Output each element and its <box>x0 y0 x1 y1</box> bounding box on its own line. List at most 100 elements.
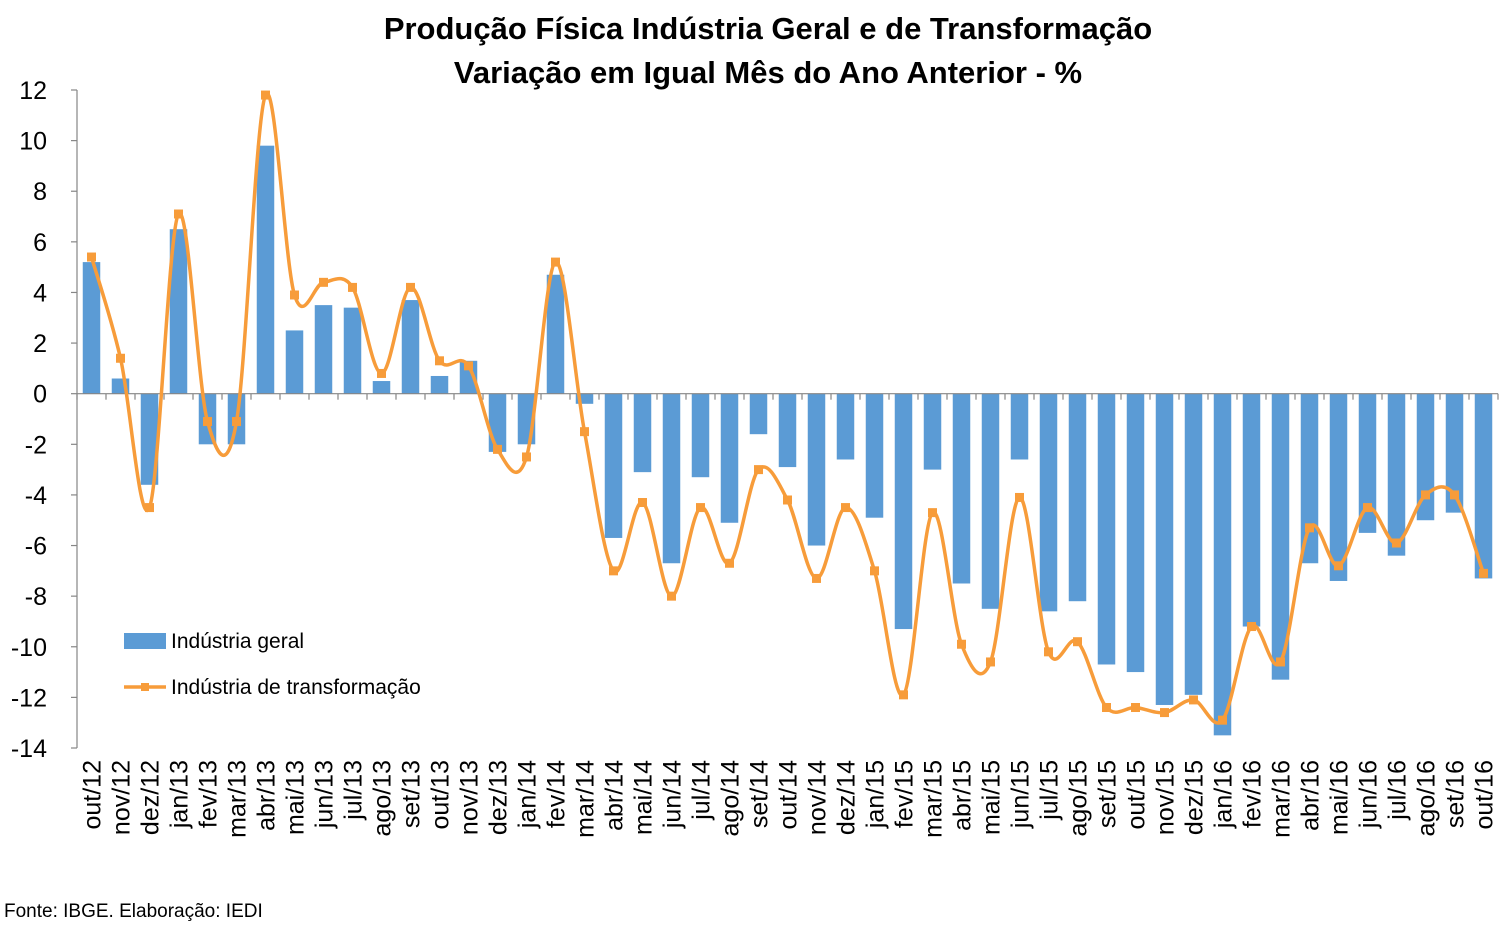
bar-ago-15 <box>1068 393 1087 602</box>
line-marker-ago-16 <box>1421 490 1430 500</box>
line-marker-out-15 <box>1131 703 1140 713</box>
line-marker-out-12 <box>87 252 96 262</box>
line-marker-mai-13 <box>290 290 299 300</box>
x-tick-label: mar/15 <box>920 760 948 838</box>
x-tick-label: dez/15 <box>1181 760 1209 835</box>
bar-abr-14 <box>604 393 623 538</box>
bar-out-13 <box>430 375 449 394</box>
x-tick-label: nov/14 <box>804 760 832 835</box>
x-tick-label: jul/14 <box>688 760 716 821</box>
x-tick-label: ago/14 <box>717 760 745 837</box>
bar-nov-14 <box>807 393 826 546</box>
y-tick-label: 2 <box>33 330 47 358</box>
line-marker-out-14 <box>783 495 792 505</box>
bar-mai-15 <box>981 393 1000 609</box>
bar-abr-13 <box>256 145 275 394</box>
bar-nov-15 <box>1155 393 1174 705</box>
line-marker-mar-13 <box>232 417 241 427</box>
line-marker-fev-15 <box>899 690 908 700</box>
x-tick-label: mar/13 <box>224 760 252 838</box>
x-tick-label: out/15 <box>1123 760 1151 830</box>
x-tick-label: abr/13 <box>253 760 281 831</box>
legend-swatch-industria-geral <box>124 633 166 649</box>
x-tick-label: jun/15 <box>1007 760 1035 829</box>
x-tick-label: fev/13 <box>195 760 223 828</box>
line-series-industria-transformacao <box>87 90 1488 725</box>
line-marker-ago-13 <box>377 368 386 378</box>
y-tick-label: 8 <box>33 178 47 206</box>
bar-mai-16 <box>1329 393 1348 581</box>
source-note: Fonte: IBGE. Elaboração: IEDI <box>4 901 263 922</box>
x-tick-label: jul/15 <box>1036 760 1064 821</box>
x-tick-label: out/14 <box>775 760 803 830</box>
x-tick-label: abr/15 <box>949 760 977 831</box>
bar-dez-13 <box>488 393 507 452</box>
x-tick-label: out/13 <box>427 760 455 830</box>
bar-abr-15 <box>952 393 971 584</box>
x-tick-label: jun/14 <box>659 760 687 829</box>
bar-dez-14 <box>836 393 855 460</box>
x-tick-label: ago/13 <box>369 760 397 836</box>
bar-mar-16 <box>1271 393 1290 680</box>
line-marker-nov-14 <box>812 573 821 583</box>
line-marker-mai-16 <box>1334 561 1343 571</box>
line-marker-jan-14 <box>522 452 531 462</box>
x-tick-label: jun/16 <box>1355 760 1383 829</box>
bar-jan-15 <box>865 393 884 518</box>
legend-label-industria-geral: Indústria geral <box>171 630 304 653</box>
bar-out-15 <box>1126 393 1145 673</box>
x-tick-label: jan/16 <box>1210 760 1238 829</box>
line-marker-set-14 <box>754 465 763 475</box>
bar-set-15 <box>1097 393 1116 665</box>
line-marker-mai-15 <box>986 657 995 667</box>
bar-jul-14 <box>691 393 710 478</box>
x-tick-label: nov/12 <box>108 760 136 835</box>
x-tick-label: abr/16 <box>1297 760 1325 831</box>
line-marker-jul-14 <box>696 503 705 513</box>
x-axis-tick-labels: out/12 nov/12 dez/12 jan/13 fev/13 mar/13 abr/… <box>79 760 1499 838</box>
bar-out-12 <box>82 262 101 394</box>
x-tick-label: mar/14 <box>572 760 600 838</box>
bar-dez-15 <box>1184 393 1203 695</box>
y-axis: 12 10 8 6 4 2 0 -2 -4 -6 -8 -10 -12 -14 <box>11 77 78 763</box>
bar-fev-14 <box>546 274 565 394</box>
bar-jul-13 <box>343 307 362 394</box>
bar-fev-15 <box>894 393 913 630</box>
x-tick-label: jul/16 <box>1384 760 1412 821</box>
x-tick-label: mar/16 <box>1268 760 1296 838</box>
x-tick-label: ago/16 <box>1413 760 1441 836</box>
y-tick-label: -10 <box>11 634 47 662</box>
x-tick-label: nov/13 <box>456 760 484 835</box>
x-tick-label: dez/13 <box>485 760 513 835</box>
line-marker-jan-16 <box>1218 715 1227 725</box>
line-marker-abr-15 <box>957 639 966 649</box>
y-tick-label: -14 <box>11 735 47 763</box>
x-tick-label: mai/13 <box>282 760 310 835</box>
line-marker-mar-16 <box>1276 657 1285 667</box>
line-marker-jul-16 <box>1392 538 1401 548</box>
bar-fev-16 <box>1242 393 1261 627</box>
x-tick-label: jan/15 <box>862 760 890 829</box>
line-marker-ago-15 <box>1073 637 1082 647</box>
chart-title: Produção Física Indústria Geral e de Tra… <box>384 11 1152 46</box>
y-tick-label: 10 <box>19 128 47 156</box>
line-marker-out-13 <box>435 356 444 366</box>
x-tick-label: set/15 <box>1094 760 1122 828</box>
y-tick-label: -12 <box>11 684 47 712</box>
line-marker-abr-16 <box>1305 523 1314 533</box>
x-tick-label: jun/13 <box>311 760 339 829</box>
y-tick-label: 12 <box>19 77 47 105</box>
bar-set-16 <box>1445 393 1464 513</box>
x-tick-label: jul/13 <box>340 760 368 821</box>
line-marker-dez-14 <box>841 503 850 513</box>
chart-subtitle: Variação em Igual Mês do Ano Anterior - … <box>454 55 1082 90</box>
x-tick-label: jan/13 <box>166 760 194 829</box>
x-tick-label: ago/15 <box>1065 760 1093 836</box>
x-tick-label: nov/15 <box>1152 760 1180 835</box>
bar-dez-12 <box>140 393 159 485</box>
bar-set-13 <box>401 300 420 394</box>
y-tick-label: 0 <box>33 381 47 409</box>
x-tick-label: out/12 <box>79 760 107 830</box>
bar-jun-15 <box>1010 393 1029 460</box>
line-marker-fev-13 <box>203 417 212 427</box>
